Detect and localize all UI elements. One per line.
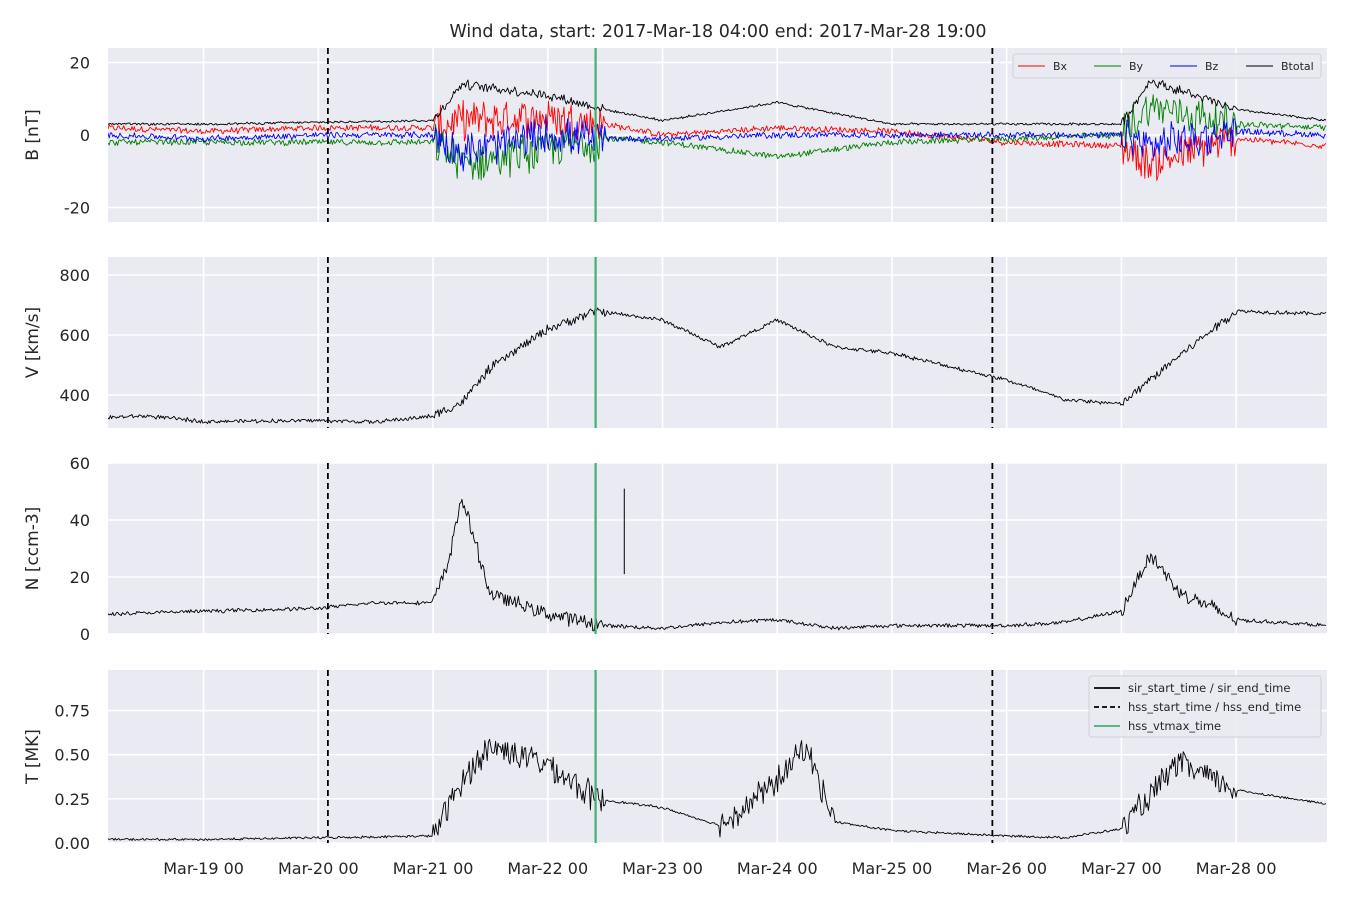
x-tick-label: Mar-19 00 [163,859,244,878]
x-tick-label: Mar-26 00 [966,859,1047,878]
x-tick-label: Mar-24 00 [737,859,818,878]
y-axis-label: N [ccm-3] [23,507,43,591]
series-line-btotal [108,79,1327,126]
legend-label-bx: Bx [1053,60,1068,73]
y-tick-label: 400 [59,386,90,405]
y-tick-label: 40 [70,511,90,530]
y-tick-label: 0.50 [54,746,90,765]
legend-label-by: By [1129,60,1144,73]
y-tick-label: 0.75 [54,702,90,721]
legend-label: hss_start_time / hss_end_time [1128,700,1301,714]
y-tick-label: 0.00 [54,834,90,853]
legend-label-btotal: Btotal [1281,60,1314,73]
legend-b: Bx By Bz Btotal [1012,53,1322,79]
y-tick-label: 0 [80,625,90,644]
x-tick-labels: Mar-19 00 Mar-20 00 Mar-21 00 Mar-22 00 Mar-… [163,859,1276,878]
y-axis-label: V [km/s] [23,307,43,378]
x-tick-label: Mar-23 00 [622,859,703,878]
x-tick-label: Mar-28 00 [1196,859,1277,878]
legend-label: sir_start_time / sir_end_time [1128,681,1290,695]
x-tick-label: Mar-21 00 [393,859,474,878]
series-line-bz [108,115,1327,172]
y-axis-label: B [nT] [23,109,43,161]
x-tick-label: Mar-25 00 [852,859,933,878]
y-tick-label: 0.25 [54,790,90,809]
y-axis-label: T [MK] [23,729,43,785]
series-line-by [108,94,1327,181]
x-tick-label: Mar-20 00 [278,859,359,878]
panel-v: 800 600 400 V [km/s] [23,257,1327,428]
plot-background [108,463,1327,634]
series-line [108,738,1327,842]
panel-n: 60 40 20 0 N [ccm-3] [23,454,1327,644]
y-tick-label: 20 [70,54,90,73]
y-tick-label: 600 [59,326,90,345]
y-tick-label: 60 [70,454,90,473]
y-tick-label: 800 [59,266,90,285]
legend-label-bz: Bz [1205,60,1219,73]
y-tick-label: 20 [70,568,90,587]
y-tick-label: 0 [80,126,90,145]
y-tick-label: -20 [64,199,90,218]
series-line [108,305,1327,425]
series-line [108,498,1327,632]
series-line-bx [108,99,1327,181]
legend-t: sir_start_time / sir_end_time hss_start_t… [1088,675,1322,738]
x-tick-label: Mar-22 00 [507,859,588,878]
panels: 20 0 -20 B [nT] 800 600 400 V [km/s] 60 40 20 0 N [c… [23,48,1327,853]
legend-label: hss_vtmax_time [1128,719,1221,733]
figure-title: Wind data, start: 2017-Mar-18 04:00 end:… [450,22,987,42]
plot-background [108,257,1327,428]
x-tick-label: Mar-27 00 [1081,859,1162,878]
